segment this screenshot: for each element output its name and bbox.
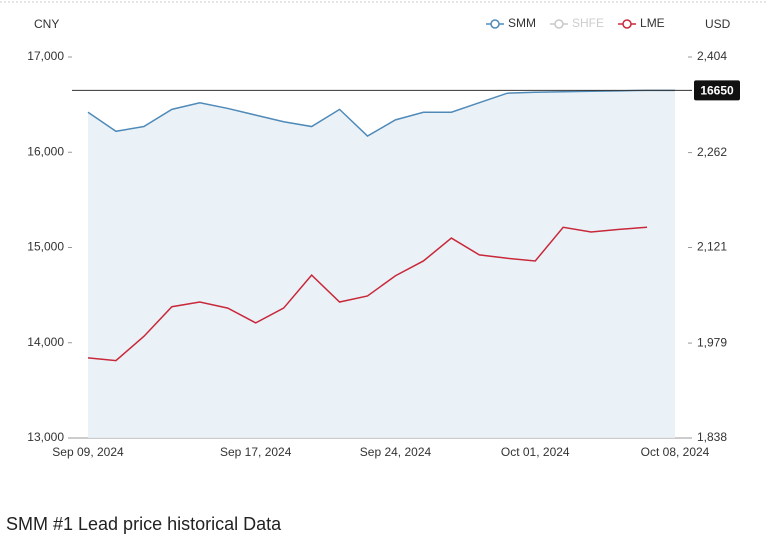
y2-tick-label: 1,838 (697, 430, 727, 444)
x-tick-label: Sep 09, 2024 (52, 445, 124, 459)
y2-tick-label: 2,404 (697, 49, 727, 63)
legend-marker (554, 19, 564, 29)
legend-item: SHFE (550, 16, 604, 30)
legend-marker (490, 19, 500, 29)
x-tick-label: Oct 08, 2024 (641, 445, 710, 459)
legend-item: SMM (486, 16, 536, 30)
legend-label: SMM (508, 16, 536, 30)
legend-label: SHFE (572, 16, 604, 30)
legend-label: LME (640, 16, 665, 30)
legend-item: LME (618, 16, 665, 30)
y2-tick-label: 2,121 (697, 240, 727, 254)
y-tick-label: 14,000 (27, 335, 64, 349)
line (87, 226, 648, 362)
area (88, 90, 675, 439)
line (87, 89, 675, 137)
y2-tick-label: 2,262 (697, 145, 727, 159)
y-axis-unit: CNY (34, 17, 59, 31)
y2-tick-label: 1,979 (697, 335, 727, 349)
x-tick-label: Sep 24, 2024 (360, 445, 432, 459)
x-tick-label: Sep 17, 2024 (220, 445, 292, 459)
y-tick-label: 13,000 (27, 430, 64, 444)
y-tick-label: 16,000 (27, 144, 64, 158)
x-tick-label: Oct 01, 2024 (501, 445, 570, 459)
y-tick-label: 17,000 (27, 49, 64, 63)
y2-axis-unit: USD (705, 17, 731, 31)
y-tick-label: 15,000 (27, 240, 64, 254)
reference-label: 16650 (700, 84, 734, 98)
reference-label-box (694, 80, 740, 101)
legend-marker (622, 19, 632, 29)
chart-title: SMM #1 Lead price historical Data (6, 514, 282, 534)
